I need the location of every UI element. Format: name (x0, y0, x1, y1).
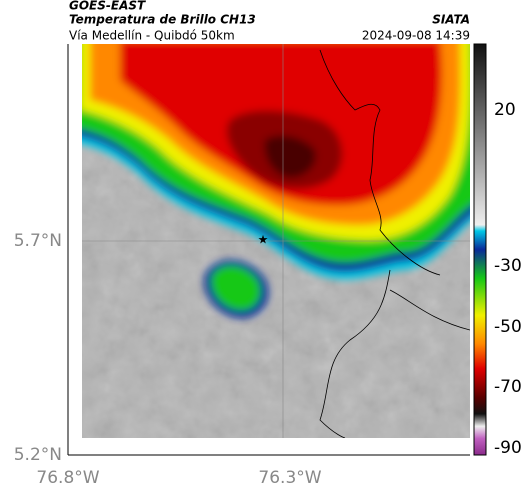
lon-label: 76.8°W (36, 468, 99, 488)
lon-label: 76.3°W (258, 468, 321, 488)
brand: SIATA (432, 13, 470, 27)
svg-text:★: ★ (258, 233, 269, 247)
route: Vía Medellín - Quibdó 50km (69, 29, 235, 43)
lat-label: 5.7°N (14, 231, 62, 251)
timestamp: 2024-09-08 14:39 (362, 29, 470, 43)
colorbar-label: -90 (494, 438, 522, 458)
product: Temperatura de Brillo CH13 (69, 13, 256, 27)
source: GOES-EAST (69, 0, 146, 13)
colorbar-label: -70 (494, 377, 522, 397)
colorbar-label: -50 (494, 317, 522, 337)
colorbar (473, 43, 487, 456)
colorbar-label: 20 (494, 100, 516, 120)
colorbar-label: -30 (494, 256, 522, 276)
lat-label: 5.2°N (14, 445, 62, 465)
satellite-image: ★ (82, 44, 470, 438)
